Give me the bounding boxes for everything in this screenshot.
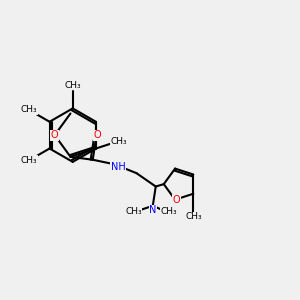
Text: CH₃: CH₃ [185,212,202,221]
Text: CH₃: CH₃ [110,137,127,146]
Text: CH₃: CH₃ [161,207,177,216]
Text: O: O [93,130,101,140]
Text: CH₃: CH₃ [21,156,37,165]
Text: NH: NH [111,162,125,172]
Text: CH₃: CH₃ [21,105,37,114]
Text: N: N [149,205,157,215]
Text: CH₃: CH₃ [125,207,142,216]
Text: O: O [51,130,59,140]
Text: CH₃: CH₃ [64,81,81,90]
Text: O: O [173,195,180,205]
